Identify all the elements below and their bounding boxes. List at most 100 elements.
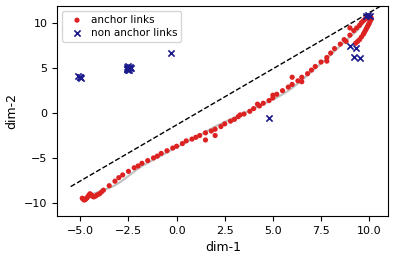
anchor links — [362, 29, 368, 33]
non anchor links — [78, 76, 84, 80]
anchor links — [337, 42, 344, 46]
anchor links — [285, 85, 292, 89]
anchor links — [289, 75, 296, 79]
anchor links — [367, 19, 373, 23]
X-axis label: dim-1: dim-1 — [205, 242, 241, 255]
anchor links — [358, 21, 364, 25]
anchor links — [221, 122, 228, 126]
non anchor links — [363, 14, 370, 18]
anchor links — [366, 14, 372, 18]
anchor links — [273, 92, 280, 96]
anchor links — [81, 198, 87, 202]
anchor links — [91, 195, 97, 199]
anchor links — [83, 197, 89, 201]
anchor links — [90, 194, 96, 199]
anchor links — [365, 15, 372, 19]
anchor links — [343, 39, 349, 43]
anchor links — [255, 102, 261, 106]
anchor links — [363, 27, 370, 31]
anchor links — [151, 156, 157, 160]
anchor links — [362, 17, 368, 21]
anchor links — [80, 197, 86, 201]
anchor links — [158, 151, 164, 155]
anchor links — [347, 33, 353, 37]
anchor links — [305, 72, 311, 76]
anchor links — [323, 59, 330, 63]
anchor links — [323, 55, 330, 60]
anchor links — [154, 154, 160, 158]
anchor links — [355, 39, 361, 43]
anchor links — [237, 113, 243, 117]
anchor links — [256, 104, 262, 108]
anchor links — [357, 23, 363, 27]
non anchor links — [347, 44, 353, 48]
anchor links — [289, 82, 296, 87]
anchor links — [164, 149, 170, 153]
anchor links — [189, 137, 195, 141]
anchor links — [95, 193, 101, 197]
anchor links — [247, 109, 253, 113]
anchor links — [212, 127, 218, 131]
anchor links — [169, 146, 176, 150]
anchor links — [86, 193, 92, 197]
non anchor links — [351, 55, 357, 59]
anchor links — [145, 159, 151, 163]
non anchor links — [365, 13, 372, 17]
Y-axis label: dim-2: dim-2 — [6, 93, 19, 129]
anchor links — [131, 166, 138, 170]
anchor links — [341, 37, 347, 42]
anchor links — [299, 75, 305, 79]
anchor links — [135, 164, 141, 168]
anchor links — [227, 119, 234, 123]
anchor links — [318, 60, 324, 64]
anchor links — [331, 47, 338, 51]
anchor links — [116, 176, 122, 180]
anchor links — [360, 19, 366, 23]
anchor links — [125, 169, 132, 173]
anchor links — [266, 99, 272, 103]
anchor links — [119, 173, 126, 177]
anchor links — [363, 16, 370, 20]
anchor links — [79, 196, 85, 200]
anchor links — [367, 15, 373, 19]
anchor links — [97, 192, 103, 196]
anchor links — [208, 129, 214, 133]
anchor links — [270, 96, 276, 100]
anchor links — [358, 35, 364, 39]
anchor links — [357, 37, 363, 42]
anchor links — [251, 107, 257, 111]
anchor links — [347, 26, 353, 30]
anchor links — [106, 184, 112, 188]
non anchor links — [127, 65, 134, 69]
anchor links — [366, 21, 372, 25]
anchor links — [100, 188, 107, 192]
anchor links — [84, 196, 90, 200]
anchor links — [364, 15, 370, 19]
non anchor links — [168, 51, 174, 55]
anchor links — [368, 17, 374, 22]
non anchor links — [367, 14, 373, 18]
anchor links — [308, 68, 314, 72]
anchor links — [139, 161, 145, 165]
anchor links — [364, 25, 370, 29]
Legend: anchor links, non anchor links: anchor links, non anchor links — [62, 11, 181, 42]
anchor links — [235, 115, 242, 119]
non anchor links — [125, 67, 131, 71]
anchor links — [212, 133, 218, 138]
anchor links — [241, 112, 247, 116]
anchor links — [173, 144, 180, 148]
non anchor links — [126, 68, 132, 72]
non anchor links — [75, 74, 82, 79]
non anchor links — [125, 64, 132, 69]
anchor links — [361, 30, 368, 35]
anchor links — [179, 141, 186, 146]
anchor links — [295, 79, 301, 83]
anchor links — [312, 64, 318, 69]
non anchor links — [77, 75, 84, 79]
anchor links — [98, 190, 105, 194]
anchor links — [93, 194, 99, 198]
anchor links — [360, 32, 366, 36]
anchor links — [270, 93, 276, 97]
anchor links — [203, 131, 209, 135]
anchor links — [183, 139, 190, 143]
